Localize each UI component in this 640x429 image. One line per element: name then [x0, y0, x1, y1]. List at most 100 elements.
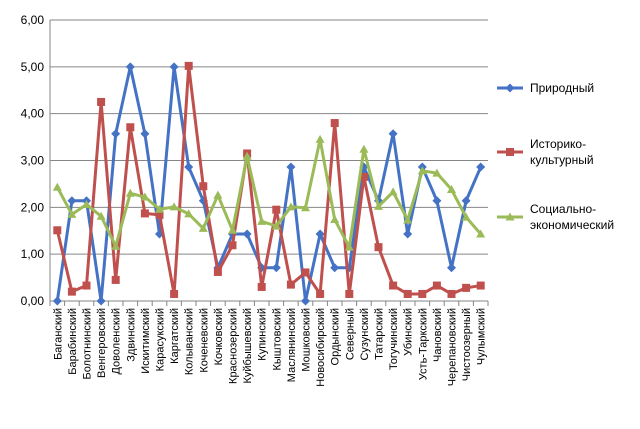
x-tick-label: Северный [344, 308, 356, 360]
point-marker [96, 211, 106, 220]
point-marker [170, 289, 179, 298]
y-tick-label: 3,00 [21, 154, 45, 168]
point-marker [82, 281, 91, 290]
x-tick-label: Татарский [374, 308, 386, 360]
point-marker [286, 202, 296, 211]
x-tick-label: Тогучинский [388, 308, 400, 370]
point-marker [476, 281, 485, 290]
y-tick-label: 6,00 [21, 13, 45, 27]
x-axis: Баганский Барабинский Болотнинский Венгеров… [49, 300, 489, 387]
point-marker [418, 289, 427, 298]
point-marker [97, 97, 106, 106]
series-3 [52, 134, 486, 251]
point-marker [126, 123, 135, 132]
point-marker [199, 182, 208, 191]
point-marker [345, 289, 354, 298]
x-tick-label: Куйбышевский [242, 308, 254, 384]
point-marker [286, 280, 295, 289]
point-marker [257, 216, 267, 225]
point-marker [403, 215, 413, 224]
y-tick-label: 4,00 [21, 107, 45, 121]
point-marker [286, 162, 296, 172]
legend-label: Природный [530, 81, 594, 95]
point-marker [505, 212, 515, 221]
x-tick-label: Колыванский [184, 308, 196, 375]
point-marker [184, 162, 194, 172]
point-marker [257, 282, 266, 291]
point-marker [301, 203, 310, 212]
legend-entry-1: Природный [497, 81, 594, 95]
legend-label: Социально- [530, 202, 596, 216]
point-marker [359, 172, 368, 181]
x-tick-label: Карасукский [155, 308, 167, 371]
point-marker [242, 151, 252, 160]
y-tick-label: 1,00 [21, 247, 45, 261]
x-tick-label: Чановский [432, 308, 444, 362]
series-2 [53, 61, 485, 298]
point-marker [417, 166, 427, 175]
point-marker [301, 268, 310, 277]
point-marker [388, 187, 398, 196]
x-tick-label: Краснозерский [228, 308, 240, 384]
point-marker [169, 202, 179, 211]
x-tick-label: Чистоозерный [461, 308, 473, 381]
point-marker [198, 223, 208, 232]
y-tick-label: 0,00 [21, 294, 45, 308]
point-marker [140, 192, 150, 201]
legend-label: экономический [530, 218, 614, 232]
point-marker [82, 200, 91, 209]
x-tick-label: Здвинский [125, 308, 137, 362]
point-marker [432, 168, 442, 177]
series-line [55, 64, 481, 296]
point-marker [461, 196, 471, 206]
x-tick-label: Мошковский [301, 308, 313, 372]
x-tick-label: Искитимский [140, 308, 152, 374]
point-marker [315, 134, 325, 143]
point-marker [432, 281, 441, 290]
point-marker [213, 190, 223, 199]
point-marker [301, 296, 310, 306]
point-marker [125, 62, 135, 72]
point-marker [155, 210, 164, 219]
y-tick-label: 2,00 [21, 200, 45, 214]
plot-area [52, 61, 486, 306]
x-tick-label: Кочковский [213, 308, 225, 365]
point-marker [184, 209, 194, 218]
point-marker [169, 62, 179, 72]
x-tick-label: Убинский [403, 308, 415, 356]
point-marker [140, 209, 149, 218]
legend: Природный Историко-культурный Социально-эк… [497, 81, 614, 232]
point-marker [476, 162, 486, 172]
point-marker [67, 209, 77, 218]
point-marker [228, 225, 237, 234]
point-marker [389, 281, 398, 290]
point-marker [462, 283, 471, 292]
point-marker [155, 204, 164, 213]
x-tick-label: Купинский [257, 308, 269, 361]
point-marker [111, 241, 121, 250]
legend-entry-3: Социально-экономический [497, 202, 614, 232]
x-tick-label: Баганский [52, 308, 64, 360]
point-marker [184, 61, 193, 70]
point-marker [330, 263, 340, 273]
legend-label: Историко- [530, 137, 586, 151]
x-tick-label: Усть-Таркский [417, 308, 429, 380]
point-marker [330, 215, 340, 224]
point-marker [315, 229, 325, 239]
x-tick-label: Доволенский [111, 308, 123, 375]
point-marker [330, 119, 339, 128]
point-marker [272, 205, 281, 214]
point-marker [461, 212, 471, 221]
y-axis: 0,00 1,00 2,00 3,00 4,00 5,00 6,00 [21, 13, 51, 308]
point-marker [140, 129, 150, 139]
x-tick-label: Венгеровский [96, 308, 108, 378]
point-marker [67, 196, 77, 206]
x-tick-label: Чулымский [476, 308, 488, 365]
point-marker [52, 182, 62, 191]
point-marker [213, 267, 222, 276]
point-marker [403, 289, 412, 298]
x-tick-label: Болотнинский [82, 308, 94, 379]
point-marker [447, 289, 456, 298]
x-tick-label: Каргатский [169, 308, 181, 364]
